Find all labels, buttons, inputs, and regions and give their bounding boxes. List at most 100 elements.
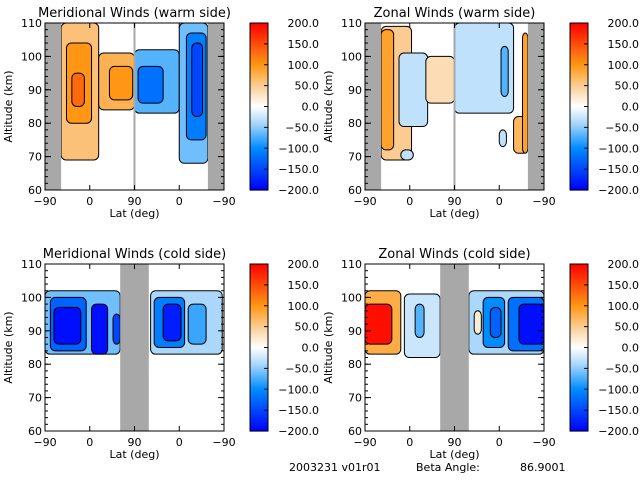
colorbar-swatch [250,327,268,331]
colorbar-swatch [250,379,268,382]
colorbar-swatch [570,315,588,319]
colorbar-swatch [570,132,588,135]
x-tick-label: −90 [33,195,56,208]
colorbar-swatch [250,383,268,386]
colorbar-tick-label: 200.0 [288,258,320,271]
colorbar-swatch [250,72,268,76]
colorbar-tick-label: 100.0 [608,300,640,313]
colorbar-swatch [570,425,588,428]
colorbar-tick-label: 200.0 [288,17,320,30]
colorbar-swatch [250,164,268,167]
colorbar-swatch [570,339,588,343]
plot-title: Zonal Winds (warm side) [374,6,536,21]
panel-meridional-warm: Meridional Winds (warm side) 60 70 80 90 100 1… [2,6,319,220]
colorbar-swatch [570,381,588,384]
colorbar-swatch [250,313,268,317]
y-tick-label: 110 [21,258,42,271]
colorbar-swatch [570,70,588,74]
colorbar-swatch [570,291,588,295]
colorbar-swatch [250,397,268,400]
colorbar-swatch [250,279,268,283]
colorbar-swatch [250,381,268,384]
colorbar-swatch [570,108,588,112]
colorbar-swatch [250,299,268,303]
colorbar-swatch [570,397,588,400]
y-tick-label: 100 [21,50,42,63]
colorbar-swatch [570,269,588,273]
colorbar-swatch [570,319,588,323]
colorbar-tick-label: 100.0 [288,300,320,313]
colorbar-tick-label: 150.0 [608,38,640,51]
footer-beta-label: Beta Angle: [416,461,480,474]
y-tick-label: 80 [28,117,42,130]
colorbar-swatch [250,365,268,368]
colorbar-swatch [250,361,268,365]
colorbar-swatch [250,186,268,189]
colorbar-swatch [250,375,268,378]
colorbar-swatch [570,299,588,303]
y-tick-label: 90 [348,325,362,338]
colorbar-swatch [250,309,268,313]
colorbar-swatch [570,321,588,325]
contour-region [522,32,529,154]
colorbar-swatch [250,273,268,277]
x-axis-label: Lat (deg) [430,207,480,220]
contour-region [400,149,414,161]
colorbar-swatch [570,162,588,165]
colorbar-swatch [250,112,268,116]
colorbar-swatch [250,341,268,345]
colorbar-swatch [570,160,588,163]
colorbar-tick-label: −100.0 [598,383,639,396]
colorbar-swatch [250,405,268,408]
colorbar-swatch [570,72,588,76]
colorbar-tick-label: −200.0 [278,184,319,197]
colorbar-swatch [570,349,588,353]
contour-region [71,72,85,107]
colorbar-swatch [570,134,588,137]
y-axis-label: Altitude (km) [2,311,15,383]
colorbar-swatch [250,66,268,70]
colorbar-swatch [250,100,268,104]
x-tick-label: 0 [86,195,93,208]
colorbar-swatch [250,128,268,131]
colorbar-swatch [570,23,588,26]
colorbar-tick-label: 200.0 [608,258,640,271]
colorbar-tick-label: −100.0 [278,142,319,155]
colorbar-swatch [250,138,268,141]
colorbar-swatch [570,343,588,347]
colorbar-swatch [250,325,268,329]
colorbar-swatch [250,32,268,36]
colorbar-swatch [570,335,588,339]
colorbar-swatch [570,144,588,147]
colorbar-swatch [250,176,268,179]
colorbar-tick-label: 100.0 [608,59,640,72]
colorbar-swatch [570,94,588,98]
colorbar-swatch [250,84,268,88]
colorbar-swatch [570,66,588,70]
colorbar-swatch [570,52,588,56]
colorbar-swatch [250,319,268,323]
colorbar-swatch [250,403,268,406]
colorbar-swatch [570,337,588,341]
colorbar-swatch [250,150,268,153]
colorbar-swatch [250,423,268,426]
colorbar-swatch [570,48,588,52]
contour-region [365,303,393,345]
colorbar-swatch [570,391,588,394]
contour-region [162,303,182,342]
colorbar-swatch [250,178,268,181]
colorbar-swatch [250,373,268,376]
colorbar-swatch [570,403,588,406]
colorbar-swatch [250,88,268,92]
colorbar-swatch [250,301,268,305]
colorbar-swatch [570,44,588,48]
colorbar-swatch [250,413,268,416]
colorbar-swatch [250,417,268,420]
colorbar-swatch [250,40,268,44]
plot-title: Zonal Winds (cold side) [378,247,530,262]
colorbar-swatch [570,136,588,139]
colorbar-swatch [570,327,588,331]
x-tick-label: −90 [353,436,376,449]
colorbar-swatch [250,70,268,74]
x-tick-label: 90 [128,195,142,208]
